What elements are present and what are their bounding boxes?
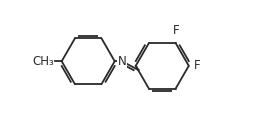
- Text: N: N: [118, 55, 126, 68]
- Text: CH₃: CH₃: [33, 55, 54, 68]
- Text: F: F: [173, 24, 180, 37]
- Text: F: F: [194, 59, 201, 72]
